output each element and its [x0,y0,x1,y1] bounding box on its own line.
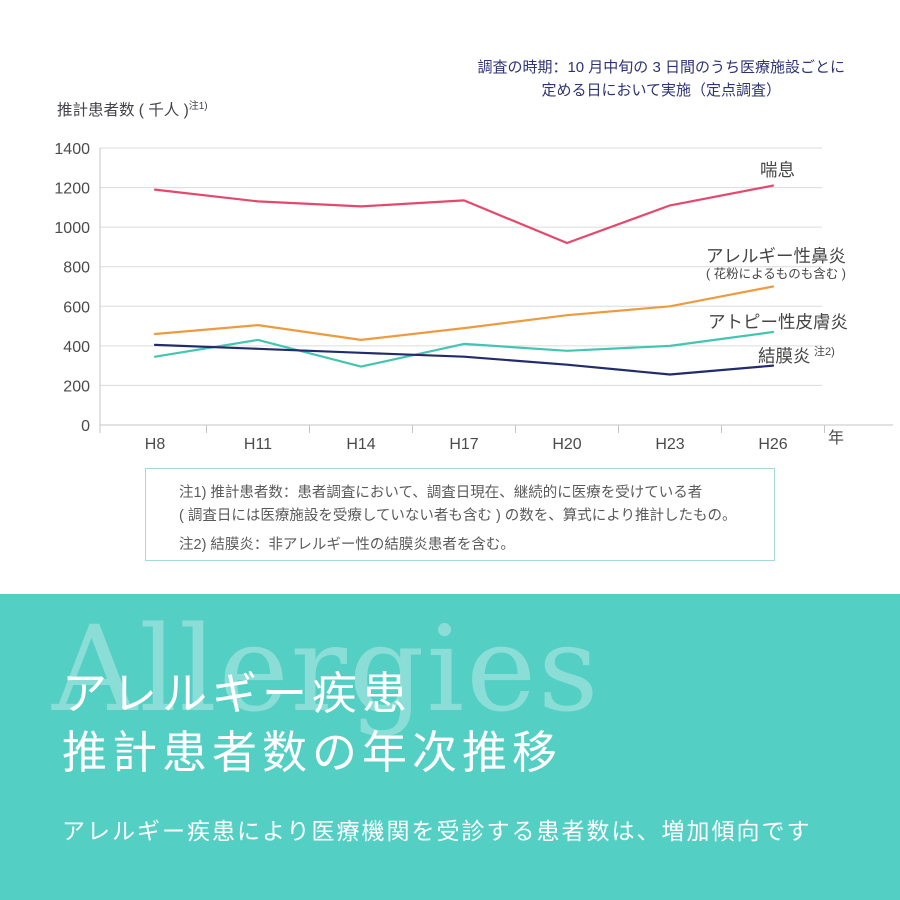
footnotes-box: 注1) 推計患者数：患者調査において、調査日現在、継続的に医療を受けている者 (… [145,468,775,561]
series-label-conjunctivitis: 結膜炎 注2) [758,342,835,366]
x-tick-label: H8 [145,436,166,453]
footnote1-line1: 注1) 推計患者数：患者調査において、調査日現在、継続的に医療を受けている者 [179,485,703,501]
series-label-conjunctivitis-name: 結膜炎 [758,345,811,366]
series-line [153,330,775,368]
x-tick-label: H14 [346,436,375,453]
y-tick-label: 600 [63,299,90,316]
y-tick-label: 800 [63,260,90,277]
y-tick-label: 1400 [54,141,90,158]
x-tick-label: H17 [449,436,478,453]
series-label-atopic-dermatitis: アトピー性皮膚炎 [708,312,848,332]
line-chart: 0 200 400 600 800 1000 1200 1400 H8 H11 H14 H17 H20 H… [54,141,893,453]
x-tick-label: H20 [552,436,581,453]
y-tick-label: 400 [63,339,90,356]
page-subtitle: アレルギー疾患により医療機関を受診する患者数は、増加傾向です [62,819,812,845]
series-line [153,184,775,245]
series-line [153,343,775,376]
y-axis-label: 推計患者数 ( 千人 )注1) [57,97,208,120]
survey-period-note: 調査の時期：10 月中旬の 3 日間のうち医療施設ごとに 定める日において実施（… [477,56,845,102]
series-label-conjunctivitis-footnote-ref: 注2) [814,346,835,358]
y-tick-label: 0 [81,418,90,435]
page-title-line2: 推計患者数の年次推移 [62,726,563,779]
series-label-asthma: 喘息 [760,160,795,180]
x-tick-label: H26 [758,436,787,453]
footnote1-line2: ( 調査日には医療施設を受療していない者も含む ) の数を、算式により推計したも… [179,508,737,524]
x-tick-label: H11 [244,436,272,453]
page-title-line1: アレルギー疾患 [62,667,413,720]
y-tick-label: 200 [63,378,90,395]
y-axis-label-text: 推計患者数 ( 千人 ) [57,102,189,120]
y-tick-label: 1200 [54,181,90,198]
footnote2: 注2) 結膜炎：非アレルギー性の結膜炎患者を含む。 [179,537,515,553]
series-label-rhinitis: アレルギー性鼻炎 ( 花粉によるものも含む ) [702,246,850,281]
survey-period-line1: 調査の時期：10 月中旬の 3 日間のうち医療施設ごとに [477,59,845,76]
watermark-text: Allergies [52,600,601,738]
page-title: アレルギー疾患 推計患者数の年次推移 [62,664,562,782]
survey-period-line2: 定める日において実施（定点調査） [541,82,781,99]
y-tick-label: 1000 [54,220,90,237]
footer-banner: Allergies アレルギー疾患 推計患者数の年次推移 アレルギー疾患により医… [0,594,900,900]
x-axis-unit-label: 年 [828,430,845,447]
series-line [153,285,775,341]
series-label-rhinitis-name: アレルギー性鼻炎 [706,246,846,266]
series-label-rhinitis-sub: ( 花粉によるものも含む ) [706,267,846,281]
x-tick-label: H23 [655,436,684,453]
y-axis-label-footnote-ref: 注1) [188,101,208,112]
